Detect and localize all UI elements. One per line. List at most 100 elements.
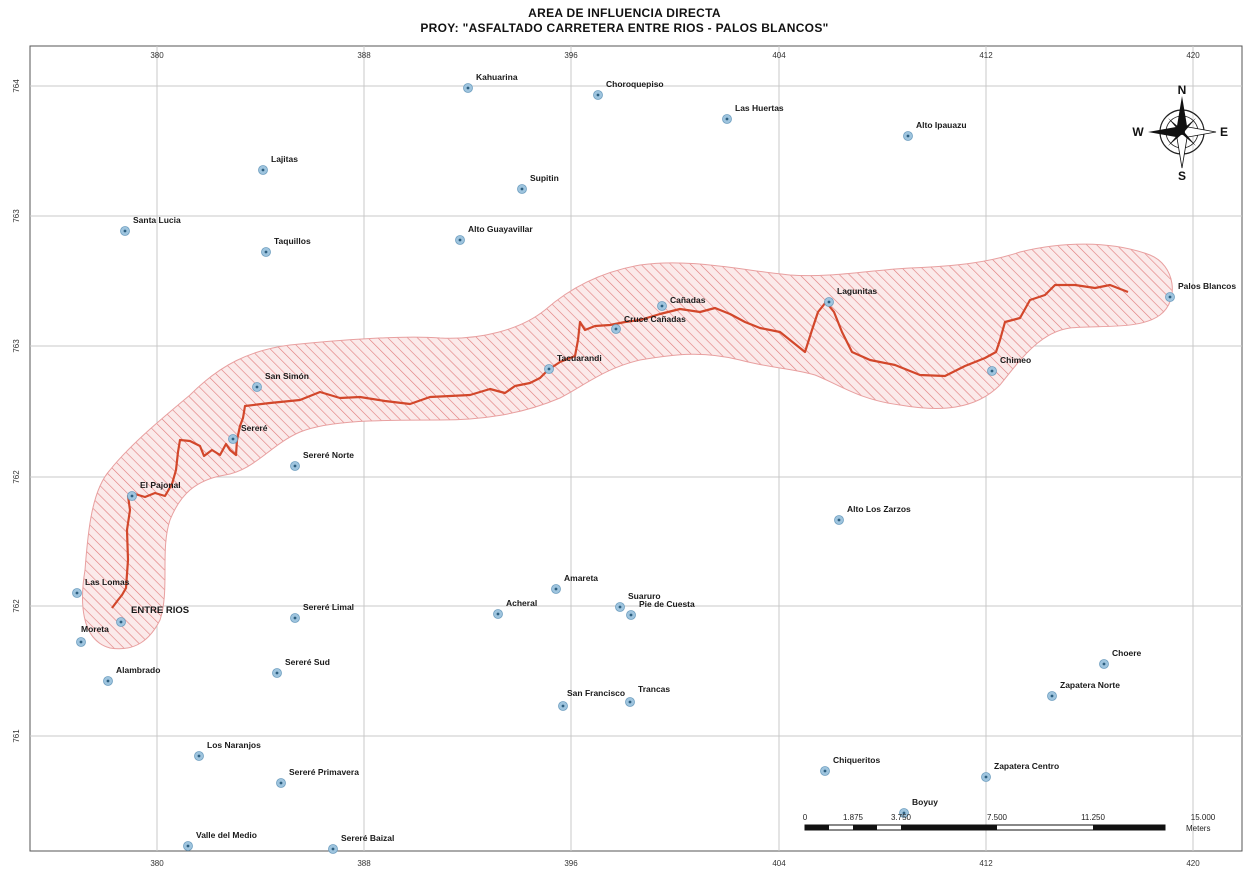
x-tick-label: 388 — [357, 51, 371, 60]
compass-s-label: S — [1178, 169, 1186, 183]
place-choere[interactable]: Choere — [1099, 648, 1142, 669]
place-marker-center — [186, 844, 190, 848]
place-lagunitas[interactable]: Lagunitas — [824, 286, 878, 307]
place-lajitas[interactable]: Lajitas — [258, 154, 299, 175]
place-marker-center — [823, 769, 827, 773]
place-label: Palos Blancos — [1178, 281, 1236, 291]
place-sereré[interactable]: Sereré — [228, 423, 268, 444]
place-marker-center — [618, 605, 622, 609]
place-moreta[interactable]: Moreta — [76, 624, 110, 647]
scale-label: 15.000 — [1191, 813, 1216, 822]
place-marker-center — [629, 613, 633, 617]
place-choroquepiso[interactable]: Choroquepiso — [593, 79, 664, 100]
place-label: Sereré Sud — [285, 657, 330, 667]
place-los-naranjos[interactable]: Los Naranjos — [194, 740, 262, 761]
place-valle-del-medio[interactable]: Valle del Medio — [183, 830, 257, 851]
place-chiqueritos[interactable]: Chiqueritos — [820, 755, 881, 776]
place-label: Choere — [1112, 648, 1142, 658]
x-tick-label: 420 — [1186, 51, 1200, 60]
places-layer: Kahuarina Choroquepiso Las Huertas Alto Ipa… — [72, 72, 1237, 854]
place-boyuy[interactable]: Boyuy — [899, 797, 939, 818]
place-san-simón[interactable]: San Simón — [252, 371, 309, 392]
place-label: Chimeo — [1000, 355, 1031, 365]
place-las-huertas[interactable]: Las Huertas — [722, 103, 784, 124]
place-marker-center — [520, 187, 524, 191]
scale-label: 11.250 — [1081, 813, 1105, 822]
place-sereré-norte[interactable]: Sereré Norte — [290, 450, 355, 471]
grid-labels-top: 380 388 396 404 412 420 — [150, 51, 1200, 60]
place-sereré-primavera[interactable]: Sereré Primavera — [276, 767, 360, 788]
place-taquillos[interactable]: Taquillos — [261, 236, 311, 257]
place-cruce-cañadas[interactable]: Cruce Cañadas — [611, 314, 687, 334]
place-marker-center — [596, 93, 600, 97]
place-alto-guayavillar[interactable]: Alto Guayavillar — [455, 224, 534, 245]
place-sereré-limal[interactable]: Sereré Limal — [290, 602, 355, 623]
place-label: Moreta — [81, 624, 109, 634]
place-tacuarandi[interactable]: Tacuarandi — [544, 353, 602, 374]
place-label: Supitin — [530, 173, 559, 183]
place-label: Kahuarina — [476, 72, 518, 82]
place-marker-center — [561, 704, 565, 708]
place-label: Trancas — [638, 684, 670, 694]
place-marker-center — [660, 304, 664, 308]
scale-label: 0 — [803, 813, 808, 822]
place-sereré-sud[interactable]: Sereré Sud — [272, 657, 330, 678]
place-label: Chiqueritos — [833, 755, 880, 765]
place-las-lomas[interactable]: Las Lomas — [72, 577, 130, 598]
place-label: Boyuy — [912, 797, 938, 807]
place-marker-center — [725, 117, 729, 121]
place-alto-ipauazu[interactable]: Alto Ipauazu — [903, 120, 967, 141]
place-suaruro[interactable]: Suaruro — [615, 591, 661, 612]
map-title: AREA DE INFLUENCIA DIRECTA PROY: "ASFALT… — [0, 6, 1249, 36]
place-label: San Simón — [265, 371, 309, 381]
place-label: Zapatera Norte — [1060, 680, 1120, 690]
x-tick-label: 388 — [357, 859, 371, 868]
place-chimeo[interactable]: Chimeo — [987, 355, 1032, 376]
place-label: Lajitas — [271, 154, 298, 164]
place-label: Valle del Medio — [196, 830, 257, 840]
place-label: Pie de Cuesta — [639, 599, 695, 609]
place-label: Sereré Norte — [303, 450, 354, 460]
place-marker-center — [264, 250, 268, 254]
place-el-pajonal[interactable]: El Pajonal — [127, 480, 181, 501]
place-santa-lucia[interactable]: Santa Lucia — [120, 215, 181, 236]
place-san-francisco[interactable]: San Francisco — [558, 688, 626, 711]
place-alto-los-zarzos[interactable]: Alto Los Zarzos — [834, 504, 912, 525]
place-alambrado[interactable]: Alambrado — [103, 665, 161, 686]
influence-buffer-zone — [82, 243, 1173, 650]
x-tick-label: 412 — [979, 859, 993, 868]
place-marker-center — [130, 494, 134, 498]
grid-labels-bottom: 380 388 396 404 412 420 — [150, 859, 1200, 868]
place-label: Santa Lucia — [133, 215, 181, 225]
y-tick-label: 763 — [12, 339, 21, 353]
place-marker-center — [827, 300, 831, 304]
place-marker-center — [123, 229, 127, 233]
place-marker-center — [1168, 295, 1172, 299]
place-sereré-baizal[interactable]: Sereré Baizal — [328, 833, 395, 854]
place-marker-center — [466, 86, 470, 90]
place-label: Sereré Primavera — [289, 767, 359, 777]
place-zapatera-norte[interactable]: Zapatera Norte — [1047, 680, 1121, 701]
place-entre-rios[interactable]: ENTRE RIOS — [116, 605, 190, 627]
compass-rose-icon: N S E W — [1132, 83, 1228, 183]
place-trancas[interactable]: Trancas — [625, 684, 671, 707]
place-amareta[interactable]: Amareta — [551, 573, 599, 594]
place-zapatera-centro[interactable]: Zapatera Centro — [981, 761, 1060, 782]
place-acheral[interactable]: Acheral — [493, 598, 538, 619]
place-kahuarina[interactable]: Kahuarina — [463, 72, 518, 93]
place-marker-center — [906, 134, 910, 138]
place-palos-blancos[interactable]: Palos Blancos — [1165, 281, 1237, 302]
place-marker-center — [984, 775, 988, 779]
place-marker-center — [255, 385, 259, 389]
place-label: Alto Ipauazu — [916, 120, 967, 130]
place-pie-de-cuesta[interactable]: Pie de Cuesta — [626, 599, 696, 620]
place-cañadas[interactable]: Cañadas — [657, 295, 706, 311]
place-marker-center — [119, 620, 123, 624]
place-marker-center — [902, 811, 906, 815]
scale-label: 3.750 — [891, 813, 912, 822]
scale-bar: 0 1.875 3.750 7.500 11.250 15.000 Meters — [803, 813, 1216, 833]
place-supitin[interactable]: Supitin — [517, 173, 559, 194]
x-tick-label: 420 — [1186, 859, 1200, 868]
x-tick-label: 380 — [150, 859, 164, 868]
